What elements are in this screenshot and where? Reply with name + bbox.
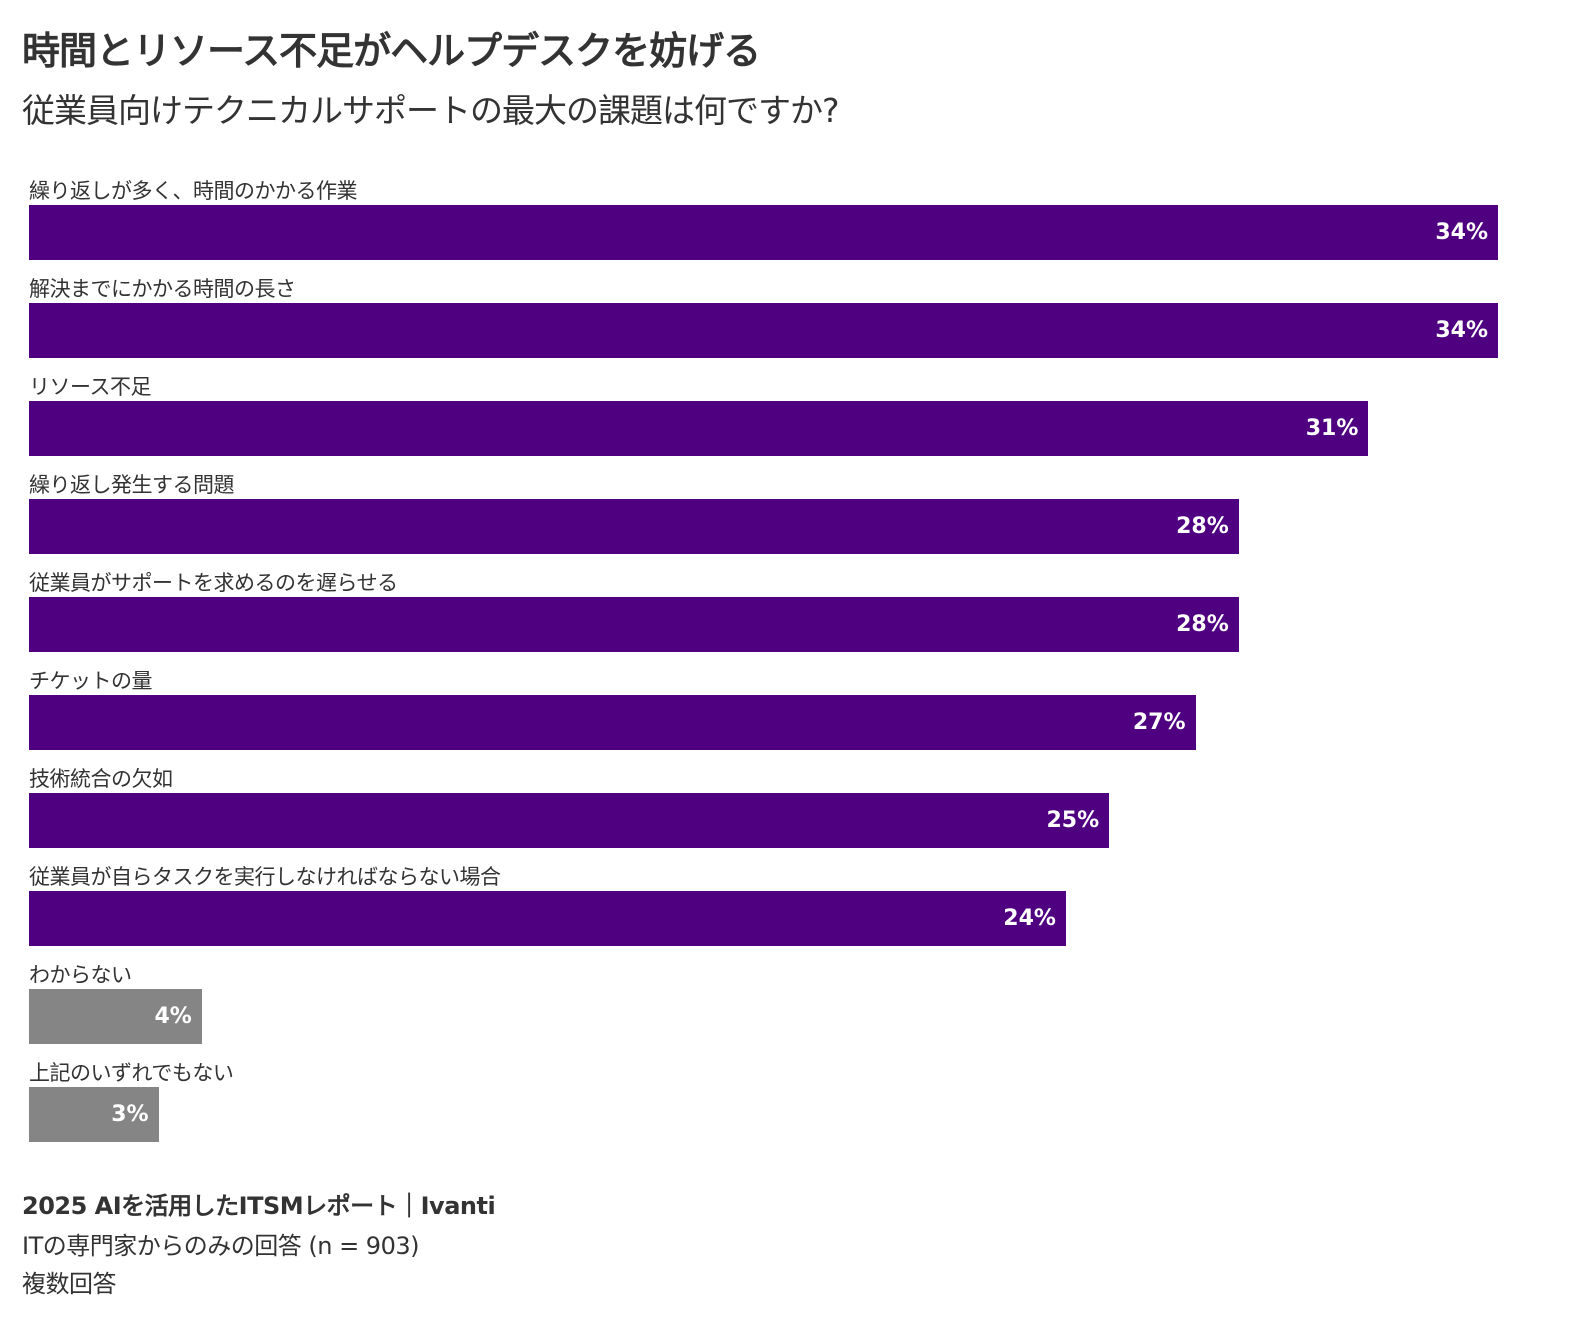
chart-title: 時間とリソース不足がヘルプデスクを妨げる	[22, 29, 761, 73]
bar	[29, 205, 1498, 260]
bar	[29, 597, 1239, 652]
bar	[29, 303, 1498, 358]
category-label: 従業員が自らタスクを実行しなければならない場合	[29, 865, 501, 889]
multiple-answers-note: 複数回答	[22, 1270, 117, 1298]
value-label: 3%	[111, 1102, 149, 1127]
value-label: 27%	[1132, 710, 1186, 735]
chart-subtitle: 従業員向けテクニカルサポートの最大の課題は何ですか?	[22, 91, 840, 130]
bar	[29, 989, 202, 1044]
bar	[29, 1087, 159, 1142]
value-label: 28%	[1176, 514, 1229, 539]
category-label: わからない	[29, 963, 132, 987]
value-label: 34%	[1435, 220, 1488, 245]
source-note: 2025 AIを活用したITSMレポート｜Ivanti	[22, 1192, 496, 1220]
bar	[29, 499, 1239, 554]
category-label: 解決までにかかる時間の長さ	[29, 277, 296, 301]
category-label: 繰り返し発生する問題	[29, 473, 235, 497]
value-label: 31%	[1305, 416, 1359, 441]
bar	[29, 695, 1196, 750]
category-label: リソース不足	[29, 375, 151, 399]
category-label: 技術統合の欠如	[29, 767, 173, 791]
value-label: 24%	[1003, 906, 1056, 931]
sample-note: ITの専門家からのみの回答 (n = 903)	[22, 1232, 419, 1260]
value-label: 34%	[1435, 318, 1488, 343]
value-label: 4%	[154, 1004, 192, 1029]
category-label: 繰り返しが多く、時間のかかる作業	[29, 179, 358, 203]
value-label: 28%	[1176, 612, 1229, 637]
bar	[29, 891, 1066, 946]
bar	[29, 793, 1110, 848]
category-label: 上記のいずれでもない	[29, 1061, 234, 1085]
value-label: 25%	[1046, 808, 1100, 833]
bar	[29, 401, 1369, 456]
category-label: 従業員がサポートを求めるのを遅らせる	[29, 571, 398, 595]
category-label: チケットの量	[29, 669, 153, 693]
